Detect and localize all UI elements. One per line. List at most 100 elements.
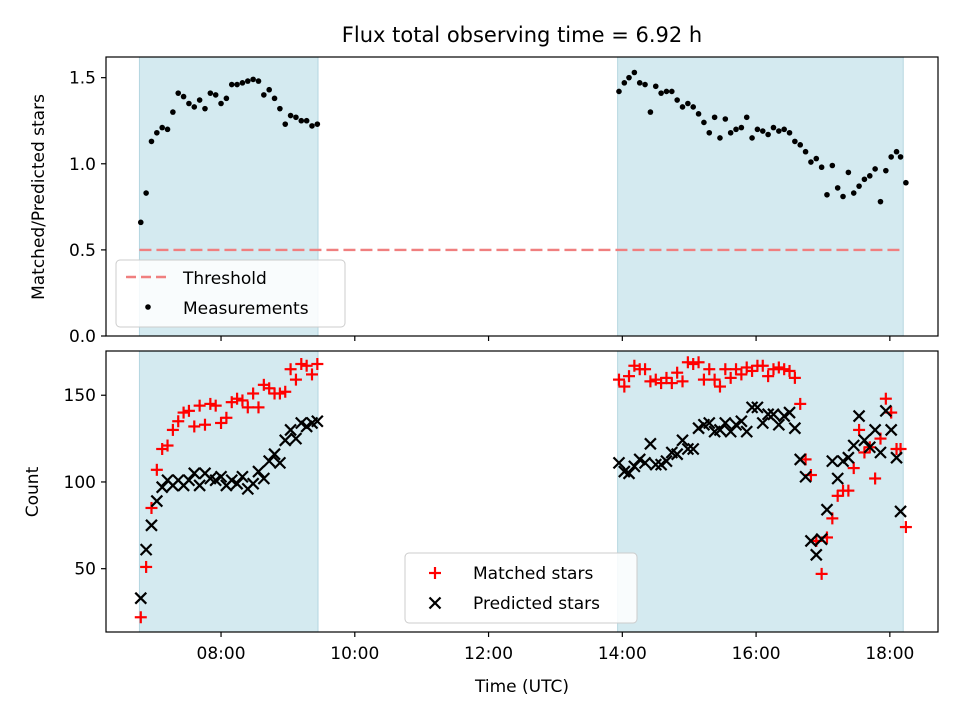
predicted-star-point-b [193, 479, 206, 492]
predicted-star-point-b [740, 425, 753, 438]
predicted-star-point [246, 477, 260, 490]
predicted-star-point-b [751, 401, 764, 414]
measurement-point [218, 100, 224, 107]
predicted-star-point-b [686, 442, 700, 456]
predicted-star-point-b [826, 454, 839, 468]
top-x-ticks [220, 336, 891, 341]
measurement-point [856, 183, 862, 189]
matched-star-point [172, 415, 185, 428]
measurement-point [616, 88, 622, 95]
matched-star-point [215, 416, 228, 429]
matched-star-point [724, 371, 737, 384]
measurement-point [303, 117, 310, 124]
matched-star-point [665, 377, 678, 390]
predicted-star-point [257, 472, 271, 485]
predicted-star-point [670, 447, 684, 461]
predicted-star-point-b [612, 456, 626, 470]
predicted-star-point-b [890, 451, 903, 464]
measurement-point [266, 86, 272, 93]
predicted-star-point-b [681, 442, 695, 456]
measurement-point [717, 135, 723, 141]
x-tick-label: 10:00 [330, 644, 379, 664]
predicted-star-point [894, 505, 907, 518]
x-axis-label: Time (UTC) [474, 677, 569, 697]
measurement-point [652, 83, 659, 90]
matched-star-point [746, 364, 759, 377]
measurement-point [277, 105, 283, 112]
matched-star-point [831, 489, 844, 502]
chart-title: Flux total observing time = 6.92 h [342, 23, 702, 47]
measurement-point [797, 142, 804, 148]
matched-stars-points [134, 356, 912, 624]
measurement-point [802, 148, 809, 155]
legend-predicted-label: Predicted stars [473, 594, 600, 614]
matched-star-point [660, 371, 673, 384]
matched-star-point [730, 363, 743, 376]
predicted-stars-points [134, 401, 907, 605]
predicted-star-point [660, 454, 673, 468]
matched-star-point [311, 358, 324, 371]
predicted-star-point [193, 479, 206, 492]
predicted-star-point [686, 442, 700, 456]
measurement-point [143, 190, 149, 196]
measurement-point [903, 179, 909, 186]
predicted-star-point [783, 406, 796, 419]
measurement-point [861, 176, 868, 183]
legend-measurements-label: Measurements [183, 299, 309, 319]
measurement-point [674, 97, 680, 103]
predicted-star-point [702, 416, 716, 430]
predicted-star-point-b [638, 456, 652, 470]
measurement-point [893, 148, 900, 155]
measurement-point [897, 154, 904, 160]
predicted-star-point-b [815, 532, 828, 546]
matched-star-point [140, 560, 153, 573]
measurement-point [626, 74, 632, 81]
predicted-star-point-b [863, 440, 877, 454]
matched-star-point [853, 423, 866, 436]
predicted-star-point [230, 477, 244, 490]
matched-star-point [676, 375, 689, 388]
predicted-star-point-b [660, 454, 673, 468]
matched-star-point [177, 406, 190, 419]
top-legend-box [115, 259, 346, 328]
predicted-star-point [139, 543, 153, 556]
matched-star-point [241, 401, 254, 414]
predicted-star-point-b [783, 406, 796, 419]
measurement-point [244, 78, 251, 84]
measurement-point [808, 159, 814, 165]
legend-matched-label: Matched stars [473, 564, 593, 584]
measurement-point [883, 167, 889, 174]
predicted-star-point-b [649, 458, 663, 471]
predicted-star-point-b [150, 494, 164, 508]
measurement-point [154, 129, 160, 136]
predicted-star-point-b [745, 401, 759, 414]
predicted-star-point-b [622, 467, 636, 480]
measurement-point [271, 95, 278, 102]
legend-threshold-label: Threshold [182, 269, 267, 289]
predicted-star-point-b [719, 416, 732, 430]
matched-star-point [252, 401, 265, 414]
matched-star-point [767, 363, 780, 376]
measurement-point [840, 193, 846, 200]
predicted-star-point-b [858, 434, 871, 447]
matched-star-point [150, 463, 163, 476]
predicted-star-point-b [284, 423, 297, 437]
predicted-star-point-b [225, 473, 239, 487]
predicted-star-point [638, 456, 652, 470]
predicted-star-point-b [831, 472, 844, 485]
measurement-point [175, 90, 182, 96]
measurement-point [239, 80, 246, 86]
measurement-point [850, 190, 857, 196]
matched-star-point [145, 501, 158, 514]
measurement-point [191, 104, 198, 110]
matched-star-point [719, 363, 732, 376]
predicted-star-point [799, 470, 812, 484]
measurement-point [727, 129, 734, 136]
measurement-point [690, 104, 697, 110]
measurement-point [701, 119, 707, 126]
legend-cross-b [428, 596, 442, 610]
predicted-star-point [761, 408, 775, 421]
bottom-plot-frame [105, 350, 939, 633]
predicted-star-point-b [767, 408, 780, 421]
matched-star-point [899, 521, 912, 534]
